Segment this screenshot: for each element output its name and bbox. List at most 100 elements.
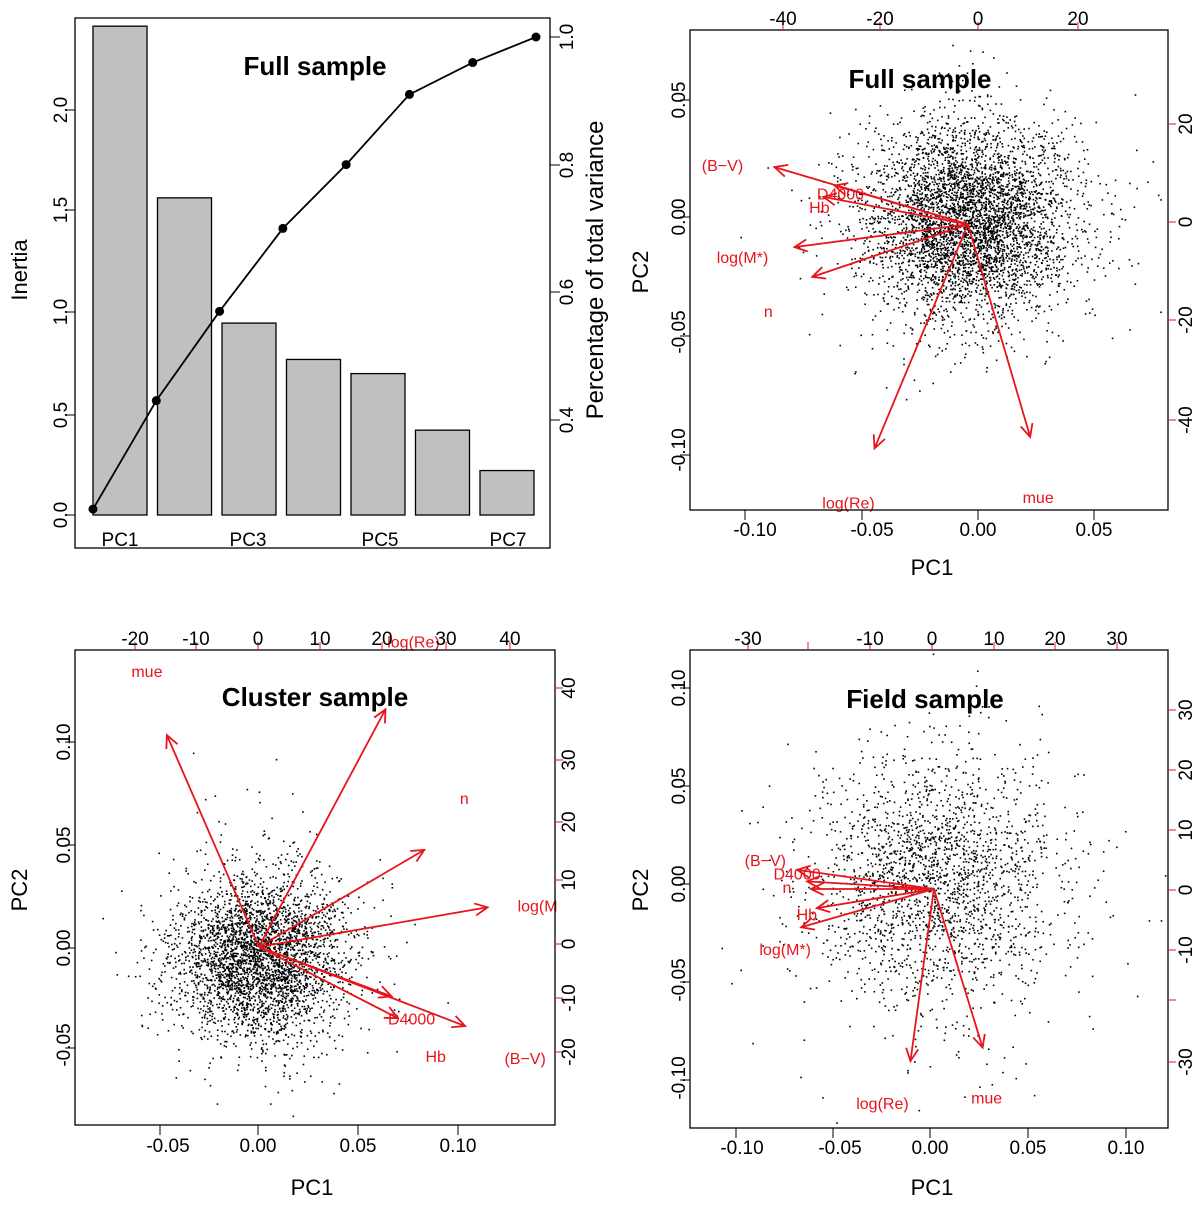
scatter-point [935,314,938,316]
scatter-point [852,206,854,208]
scatter-point [1003,206,1006,209]
scatter-point [941,270,944,273]
scatter-point [915,220,918,223]
scatter-point [149,1013,152,1016]
scatter-point [940,170,943,172]
scatter-point [944,246,946,249]
scatter-point [1086,238,1089,240]
scatter-point [1017,223,1020,226]
scatter-point [986,254,989,257]
scatter-point [1008,266,1010,269]
scatter-point [948,274,951,277]
scatter-point [941,265,944,268]
scatter-point [935,198,937,200]
scatter-point [1062,247,1065,250]
scatter-point [1084,313,1087,315]
scatter-point [956,242,958,245]
scatter-point [907,194,909,197]
scatter-point [224,913,227,916]
scatter-point [965,263,967,265]
scatter-point [923,232,926,235]
scatter-point [967,255,970,257]
scatter-point [1028,214,1030,216]
scatter-point [970,191,972,193]
scatter-point [910,250,912,253]
scatter-point [302,1063,305,1066]
scatter-point [983,237,985,240]
scatter-point [233,1018,235,1021]
scatter-point [963,240,966,243]
scatter-point [952,157,954,160]
loading-arrowhead [821,192,838,206]
scatter-point [971,215,974,217]
scatter-point [936,244,938,246]
scatter-point [304,951,307,953]
scatter-point [887,290,889,293]
scatter-point [924,287,927,289]
scatter-point [929,260,931,262]
scatter-point [949,148,952,151]
scatter-point [1160,199,1162,201]
scatter-point [896,252,899,254]
scatter-point [916,264,918,267]
scatter-point [910,199,913,202]
scatter-point [861,258,864,260]
scatter-point [949,212,951,215]
scatter-point [998,221,1001,224]
scatter-point [920,207,923,210]
scatter-point [1075,260,1077,262]
scatter-point [969,282,972,285]
scatter-point [887,241,890,244]
scatter-point [1085,182,1088,185]
scatter-point [1072,263,1074,266]
scatter-point [978,215,981,217]
scatter-point [243,954,246,956]
scatter-point [1037,230,1039,233]
scatter-point [946,250,949,252]
scatter-point [873,218,876,221]
scatter-point [1001,219,1004,222]
scatter-point [1007,211,1010,214]
scatter-point [1045,180,1047,183]
scatter-point [1072,179,1074,181]
scatter-point [242,873,245,876]
scatter-point [932,177,935,180]
scatter-point [973,187,975,190]
scatter-point [941,244,943,246]
scatter-point [965,232,968,234]
scatter-point [947,266,950,268]
scatter-point [934,126,937,128]
scatter-point [969,189,972,191]
scatter-point [322,964,325,967]
scatter-point [1010,288,1013,290]
scatter-point [972,193,975,196]
scatter-point [1019,99,1022,101]
scatter-point [924,195,927,198]
scatter-point [941,236,944,238]
scatter-point [965,236,968,239]
scatter-point [207,962,210,965]
scatter-point [320,984,323,987]
scatter-point [883,168,885,170]
scatter-point [1018,254,1020,257]
scatter-point [904,283,907,285]
scatter-point [993,209,995,211]
scatter-point [967,229,970,232]
scatter-point [901,310,904,313]
scatter-point [941,278,944,281]
scatter-point [1002,260,1005,263]
scatter-point [985,185,987,188]
scatter-point [961,166,964,169]
scatter-point [1034,180,1036,183]
scatter-point [911,332,913,335]
scatter-point [1021,194,1023,196]
scatter-point [1026,210,1028,212]
scree-bar [350,372,406,516]
scatter-point [930,164,932,166]
scatter-point [1048,173,1050,176]
scatter-point [955,211,957,213]
scatter-point [951,174,953,176]
scatter-point [980,262,983,265]
scatter-point [909,135,911,137]
scatter-point [930,176,932,178]
